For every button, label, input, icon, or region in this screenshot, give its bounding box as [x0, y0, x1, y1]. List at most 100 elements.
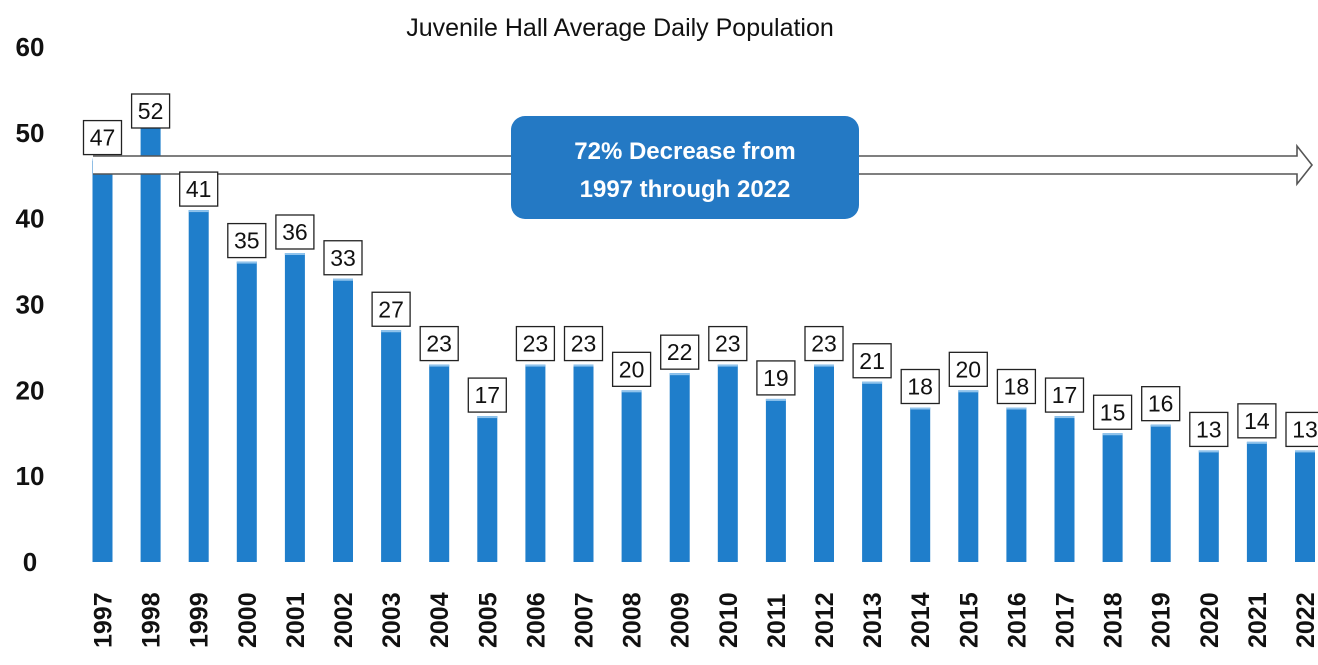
- x-tick-label: 2014: [907, 592, 935, 648]
- bar-top-highlight: [1151, 425, 1171, 427]
- bar: [1151, 425, 1171, 562]
- x-tick-label: 2004: [426, 592, 454, 648]
- data-label: 33: [324, 241, 362, 275]
- x-tick-label: 2018: [1100, 592, 1128, 648]
- y-tick-label: 20: [16, 375, 45, 405]
- bar-top-highlight: [333, 279, 353, 281]
- bar: [1199, 450, 1219, 562]
- y-tick-label: 60: [16, 32, 45, 62]
- data-label-value: 52: [138, 98, 164, 124]
- x-tick-label: 2011: [763, 594, 791, 648]
- data-label-value: 20: [956, 356, 982, 382]
- bar: [1006, 408, 1026, 563]
- bar: [285, 253, 305, 562]
- data-label: 35: [228, 224, 266, 258]
- bar-top-highlight: [285, 253, 305, 255]
- data-label: 21: [853, 344, 891, 378]
- data-label-value: 15: [1100, 399, 1126, 425]
- data-label-value: 22: [667, 339, 693, 365]
- data-label-value: 18: [907, 374, 933, 400]
- bar-top-highlight: [766, 399, 786, 401]
- data-label-value: 23: [523, 331, 549, 357]
- bar-top-highlight: [1199, 450, 1219, 452]
- bar: [141, 116, 161, 562]
- x-tick-label: 2019: [1148, 592, 1176, 648]
- bar: [766, 399, 786, 562]
- data-label: 23: [516, 327, 554, 361]
- bar-top-highlight: [189, 210, 209, 212]
- bar-top-highlight: [670, 373, 690, 375]
- x-tick-label: 2022: [1292, 592, 1318, 648]
- data-label: 36: [276, 215, 314, 249]
- bar-top-highlight: [574, 365, 594, 367]
- x-tick-label: 2005: [474, 592, 502, 648]
- data-label-value: 13: [1196, 416, 1222, 442]
- bar: [1055, 416, 1075, 562]
- bar: [333, 279, 353, 562]
- bar-top-highlight: [525, 365, 545, 367]
- x-tick-label: 2020: [1196, 592, 1224, 648]
- data-label-value: 20: [619, 356, 645, 382]
- x-tick-label: 1997: [90, 592, 118, 648]
- x-tick-label: 2012: [811, 592, 839, 648]
- bar: [574, 365, 594, 562]
- bar: [958, 390, 978, 562]
- y-tick-label: 10: [16, 461, 45, 491]
- data-label-value: 16: [1148, 391, 1174, 417]
- bar: [622, 390, 642, 562]
- bar-top-highlight: [622, 390, 642, 392]
- data-label-value: 17: [475, 382, 501, 408]
- data-label-value: 14: [1244, 408, 1270, 434]
- bar-top-highlight: [429, 365, 449, 367]
- x-tick-label: 2006: [522, 592, 550, 648]
- data-label: 23: [420, 327, 458, 361]
- x-tick-label: 2017: [1052, 592, 1080, 648]
- bar-top-highlight: [1103, 433, 1123, 435]
- data-label-value: 21: [859, 348, 885, 374]
- data-label: 23: [709, 327, 747, 361]
- bar: [381, 330, 401, 562]
- bar: [862, 382, 882, 562]
- data-label: 14: [1238, 404, 1276, 438]
- x-tick-label: 2001: [282, 592, 310, 648]
- bar-top-highlight: [381, 330, 401, 332]
- x-tick-label: 2016: [1003, 592, 1031, 648]
- bar-top-highlight: [718, 365, 738, 367]
- data-label-value: 41: [186, 176, 212, 202]
- data-label-value: 23: [426, 331, 452, 357]
- callout-line-1: 72% Decrease from: [574, 138, 795, 165]
- data-label: 16: [1142, 387, 1180, 421]
- chart-title: Juvenile Hall Average Daily Population: [406, 14, 834, 42]
- data-label-value: 18: [1004, 374, 1030, 400]
- bar: [670, 373, 690, 562]
- bar: [1247, 442, 1267, 562]
- data-label: 41: [180, 172, 218, 206]
- bar-top-highlight: [1247, 442, 1267, 444]
- bar-top-highlight: [958, 390, 978, 392]
- data-label: 15: [1094, 395, 1132, 429]
- x-tick-label: 2002: [330, 592, 358, 648]
- x-tick-label: 2008: [619, 592, 647, 648]
- data-label-value: 23: [715, 331, 741, 357]
- x-tick-label: 2007: [571, 592, 599, 648]
- y-tick-label: 30: [16, 290, 45, 320]
- data-label-value: 47: [90, 125, 116, 151]
- data-label-value: 17: [1052, 382, 1078, 408]
- data-label-value: 35: [234, 228, 260, 254]
- data-label-value: 27: [378, 296, 404, 322]
- data-label: 17: [1046, 378, 1084, 412]
- bar-top-highlight: [1055, 416, 1075, 418]
- x-tick-label: 2009: [667, 592, 695, 648]
- data-label: 52: [132, 94, 170, 128]
- bar: [93, 159, 113, 562]
- bar: [718, 365, 738, 562]
- data-label: 20: [949, 352, 987, 386]
- callout-box: [511, 116, 859, 219]
- decrease-callout: 72% Decrease from 1997 through 2022: [511, 116, 859, 219]
- bar: [910, 408, 930, 563]
- bar: [429, 365, 449, 562]
